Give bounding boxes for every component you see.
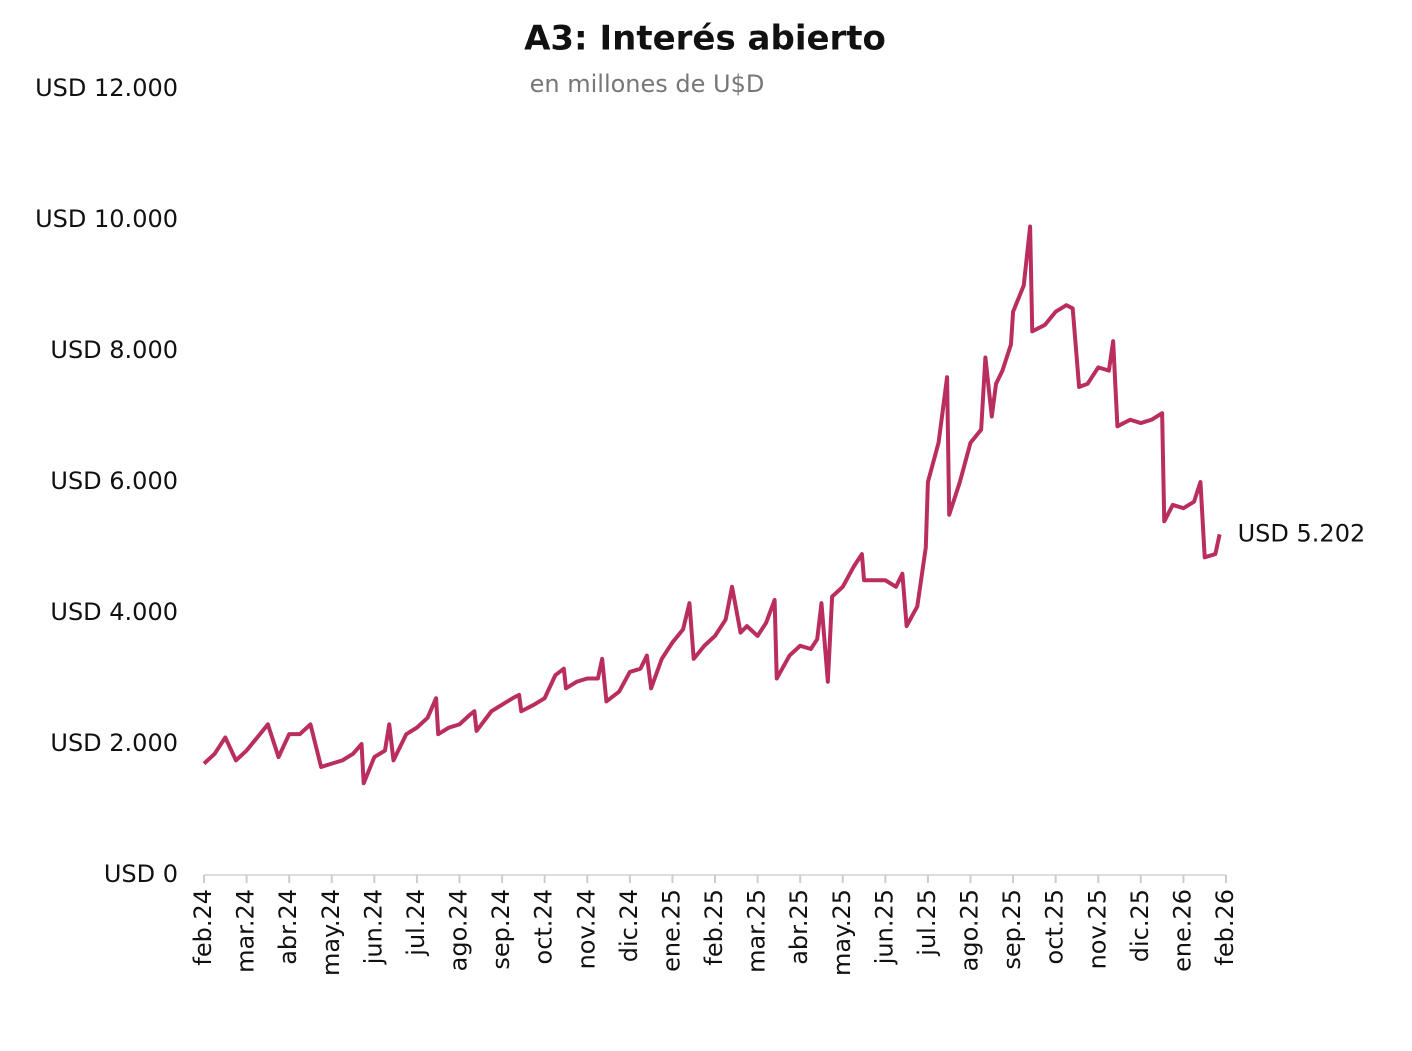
x-tick-label: ago.25 xyxy=(956,889,984,971)
x-tick-label: mar.25 xyxy=(743,889,771,973)
y-tick-label: USD 6.000 xyxy=(50,467,178,495)
x-tick-label: feb.24 xyxy=(189,889,217,966)
x-tick-label: may.24 xyxy=(317,889,345,976)
y-tick-label: USD 4.000 xyxy=(50,598,178,626)
x-tick-label: sep.25 xyxy=(998,889,1026,970)
x-tick-label: jun.24 xyxy=(359,889,387,965)
x-tick-label: jun.25 xyxy=(870,889,898,965)
y-tick-label: USD 0 xyxy=(104,860,178,888)
x-tick-label: mar.24 xyxy=(232,889,260,973)
x-tick-label: nov.24 xyxy=(572,889,600,969)
x-tick-label: may.25 xyxy=(828,889,856,976)
chart-title: A3: Interés abierto xyxy=(524,19,886,59)
y-tick-label: USD 8.000 xyxy=(50,336,178,364)
x-tick-label: ene.25 xyxy=(657,889,685,972)
x-tick-label: ago.24 xyxy=(445,889,473,971)
x-tick-label: dic.24 xyxy=(615,889,643,962)
x-tick-label: feb.26 xyxy=(1211,889,1239,966)
x-tick-label: ene.26 xyxy=(1168,889,1196,972)
y-tick-label: USD 12.000 xyxy=(35,74,178,102)
y-tick-label: USD 2.000 xyxy=(50,729,178,757)
x-tick-label: oct.24 xyxy=(530,889,558,964)
x-tick-label: jul.25 xyxy=(913,889,941,957)
x-tick-label: abr.24 xyxy=(274,889,302,965)
x-tick-label: jul.24 xyxy=(402,889,430,957)
x-tick-label: nov.25 xyxy=(1083,889,1111,969)
data-line xyxy=(202,224,1222,786)
y-tick-label: USD 10.000 xyxy=(35,205,178,233)
x-tick-label: sep.24 xyxy=(487,889,515,970)
x-tick-label: abr.25 xyxy=(785,889,813,965)
x-tick-label: feb.25 xyxy=(700,889,728,966)
x-tick-label: oct.25 xyxy=(1041,889,1069,964)
chart-subtitle: en millones de U$D xyxy=(530,70,765,98)
x-tick-label: dic.25 xyxy=(1126,889,1154,962)
last-value-label: USD 5.202 xyxy=(1238,519,1366,547)
